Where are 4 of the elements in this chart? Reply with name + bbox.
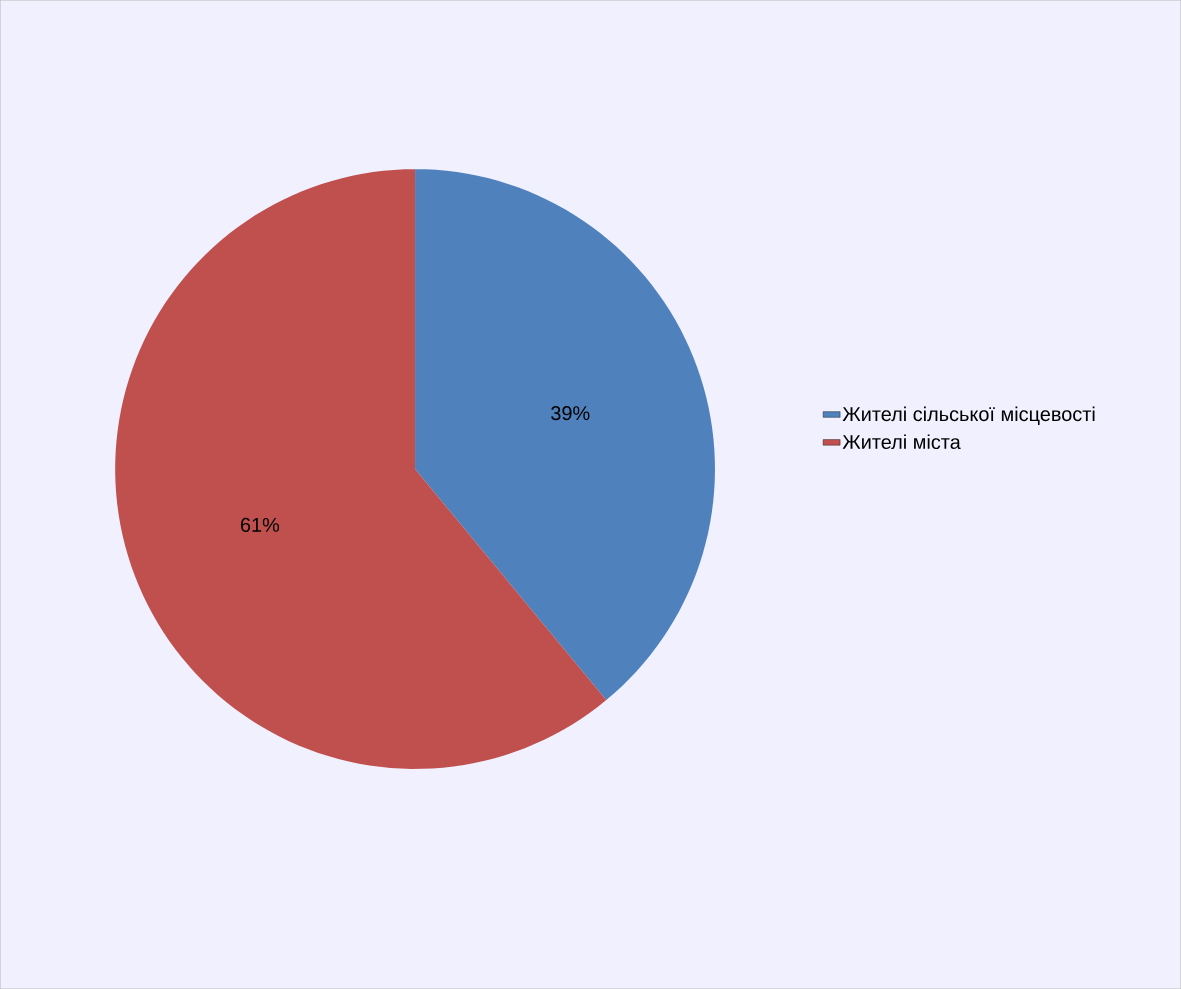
legend-label: Жителі міста bbox=[842, 434, 961, 450]
legend-label: Жителі сільської місцевості bbox=[842, 406, 1095, 425]
data-label: 61% bbox=[240, 517, 280, 532]
data-label: 39% bbox=[551, 406, 590, 421]
